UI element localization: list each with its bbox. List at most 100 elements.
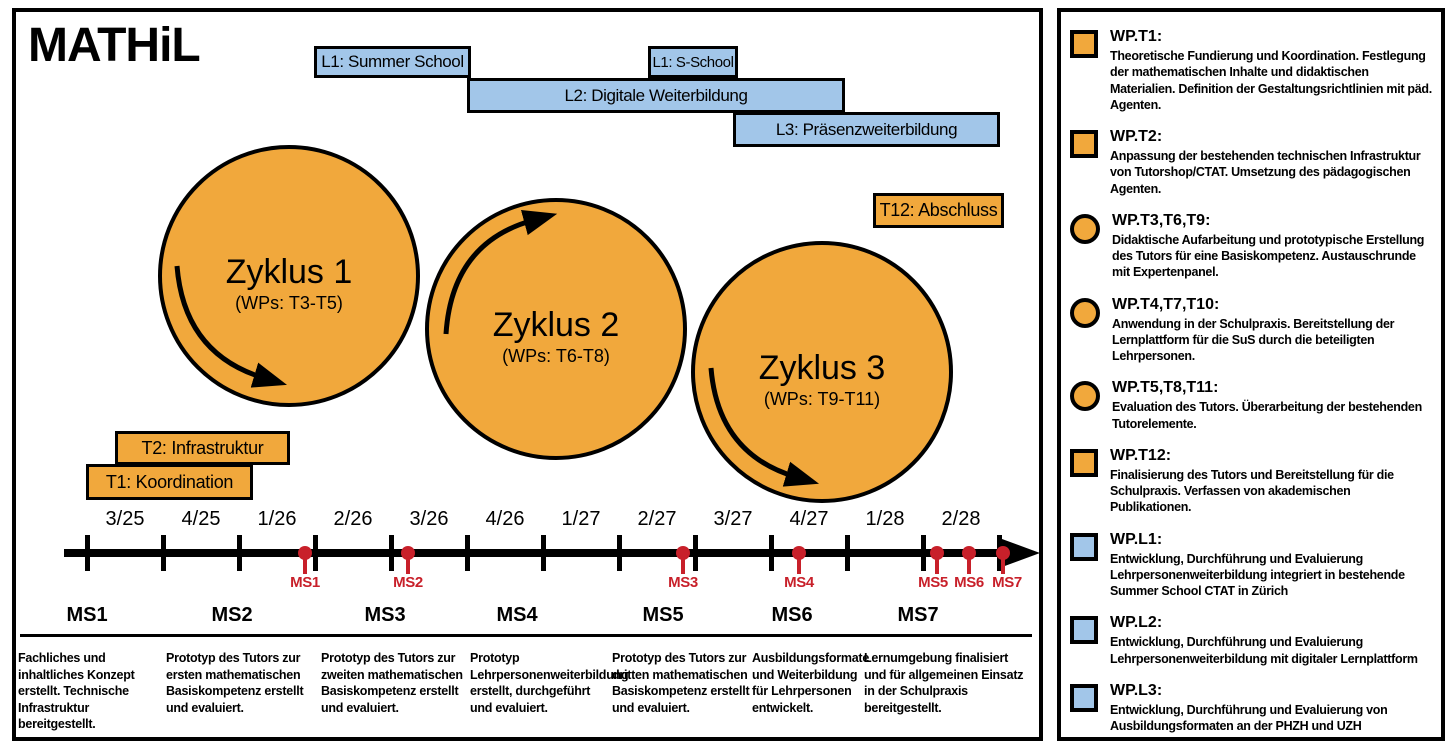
bar-l2-digitale-weiterbildung: L2: Digitale Weiterbildung (467, 78, 845, 113)
quarter-label: 2/27 (637, 508, 677, 530)
task-label: T2: Infrastruktur (141, 437, 264, 458)
axis-tick (465, 535, 470, 571)
milestone-stem (967, 553, 971, 574)
axis-tick (693, 535, 698, 571)
legend-entry-wp-l1: WP.L1: Entwicklung, Durchführung und Eva… (1070, 531, 1433, 600)
legend-entry-wp-t12: WP.T12: Finalisierung des Tutors und Ber… (1070, 447, 1433, 516)
bar-label: L1: S-School (652, 53, 734, 71)
milestone-stem (406, 553, 410, 574)
quarter-label: 3/27 (713, 508, 753, 530)
legend-entry-wp-l2: WP.L2: Entwicklung, Durchführung und Eva… (1070, 614, 1433, 667)
orange-circle-icon (1070, 213, 1100, 244)
milestone-label: MS2 (393, 574, 423, 591)
milestone-label: MS5 (918, 574, 948, 591)
quarter-label: 2/26 (333, 508, 373, 530)
orange-square-icon (1070, 130, 1098, 158)
ms-header: MS3 (364, 604, 406, 626)
legend-entry-wp-l3: WP.L3: Entwicklung, Durchführung und Eva… (1070, 682, 1433, 735)
axis-tick (921, 535, 926, 571)
orange-circle-icon (1070, 297, 1100, 328)
axis-tick (85, 535, 90, 571)
ms-header: MS6 (771, 604, 813, 626)
ms-header: MS1 (66, 604, 108, 626)
axis-tick (541, 535, 546, 571)
ms-header: MS2 (211, 604, 253, 626)
milestone-stem (797, 553, 801, 574)
cycle-zyklus-2: Zyklus 2 (WPs: T6-T8) (425, 198, 687, 460)
cycle-wps: (WPs: T3-T5) (235, 292, 343, 313)
legend-heading: WP.T1: (1110, 28, 1163, 45)
legend-heading: WP.L2: (1110, 614, 1163, 632)
ms-description: Ausbildungsformate und Weiterbildung für… (752, 651, 870, 715)
bar-label: L2: Digitale Weiterbildung (564, 85, 748, 105)
ms-description: Prototyp Lehrpersonenweiterbildung erste… (470, 651, 629, 715)
ms-description: Fachliches und inhaltliches Konzept erst… (18, 651, 135, 731)
milestone-stem (303, 553, 307, 574)
legend-description: Entwicklung, Durchführung und Evaluierun… (1110, 635, 1418, 666)
legend-heading: WP.T12: (1110, 446, 1172, 464)
legend-heading: WP.L3: (1110, 681, 1163, 699)
legend-entry-wp-t4-t7-t10: WP.T4,T7,T10: Anwendung in der Schulprax… (1070, 296, 1433, 365)
quarter-label: 3/26 (409, 508, 449, 530)
cycle-zyklus-3: Zyklus 3 (WPs: T9-T11) (691, 241, 953, 503)
task-box-t12: T12: Abschluss (873, 193, 1004, 228)
orange-square-icon (1070, 30, 1098, 58)
legend-entry-wp-t1: WP.T1: Theoretische Fundierung und Koord… (1070, 28, 1433, 113)
legend-heading: WP.L1: (1110, 530, 1163, 548)
blue-square-icon (1070, 683, 1098, 712)
orange-square-icon (1070, 448, 1098, 477)
milestone-label: MS4 (784, 574, 814, 591)
ms-header: MS4 (496, 604, 538, 626)
quarter-label: 1/28 (865, 508, 905, 530)
bar-l3-praesenzweiterbildung: L3: Präsenzweiterbildung (733, 112, 1000, 147)
bar-l1-s-school: L1: S-School (648, 46, 738, 78)
ms-description: Prototyp des Tutors zur zweiten mathemat… (321, 651, 463, 715)
bar-l1-summer-school: L1: Summer School (314, 46, 471, 78)
cycle-zyklus-1: Zyklus 1 (WPs: T3-T5) (158, 145, 420, 407)
axis-tick (845, 535, 850, 571)
legend-entry-wp-t5-t8-t11: WP.T5,T8,T11: Evaluation des Tutors. Übe… (1070, 379, 1433, 432)
milestone-stem (935, 553, 939, 574)
legend-description: Finalisierung des Tutors und Bereitstell… (1110, 467, 1394, 515)
milestone-label: MS3 (668, 574, 698, 591)
legend-description: Didaktische Aufarbeitung und prototypisc… (1112, 232, 1425, 280)
axis-tick (389, 535, 394, 571)
cycle-wps: (WPs: T9-T11) (763, 388, 881, 409)
cycle-name: Zyklus 2 (492, 305, 620, 344)
task-box-t1: T1: Koordination (86, 464, 253, 500)
blue-square-icon (1070, 532, 1098, 561)
bar-label: L1: Summer School (321, 52, 464, 71)
cycle-name: Zyklus 3 (758, 348, 886, 387)
bar-label: L3: Präsenzweiterbildung (775, 119, 958, 139)
task-box-t2: T2: Infrastruktur (115, 431, 290, 465)
quarter-label: 1/27 (561, 508, 601, 530)
quarter-label: 4/25 (181, 508, 221, 530)
legend-description: Entwicklung, Durchführung und Evaluierun… (1110, 702, 1388, 733)
quarter-label: 2/28 (941, 508, 981, 530)
timeline-axis (64, 549, 1008, 557)
axis-tick (617, 535, 622, 571)
legend-heading: WP.T5,T8,T11: (1112, 379, 1219, 397)
milestone-label: MS7 (992, 574, 1022, 591)
axis-tick (313, 535, 318, 571)
milestone-label: MS6 (954, 574, 984, 591)
ms-header: MS7 (897, 604, 939, 626)
ms-description: Lernumgebung finalisiert und für allgeme… (864, 651, 1024, 715)
legend-heading: WP.T2: (1110, 128, 1163, 145)
project-title: MATHiL (28, 19, 201, 72)
blue-square-icon (1070, 616, 1098, 645)
legend-panel: WP.T1: Theoretische Fundierung und Koord… (1057, 8, 1445, 741)
legend-description: Anwendung in der Schulpraxis. Bereitstel… (1112, 316, 1395, 364)
milestone-stem (1001, 553, 1005, 574)
cycle-name: Zyklus 1 (225, 252, 353, 291)
milestone-stem (681, 553, 685, 574)
legend-heading: WP.T4,T7,T10: (1112, 295, 1220, 313)
legend-entry-wp-t3-t6-t9: WP.T3,T6,T9: Didaktische Aufarbeitung un… (1070, 212, 1433, 281)
legend-description: Evaluation des Tutors. Überarbeitung der… (1112, 400, 1422, 431)
ms-description: Prototyp des Tutors zur dritten mathemat… (612, 651, 750, 715)
legend-heading: WP.T3,T6,T9: (1112, 211, 1211, 229)
orange-circle-icon (1070, 381, 1100, 412)
legend-description: Theoretische Fundierung und Koordination… (1110, 49, 1432, 112)
quarter-label: 3/25 (105, 508, 145, 530)
